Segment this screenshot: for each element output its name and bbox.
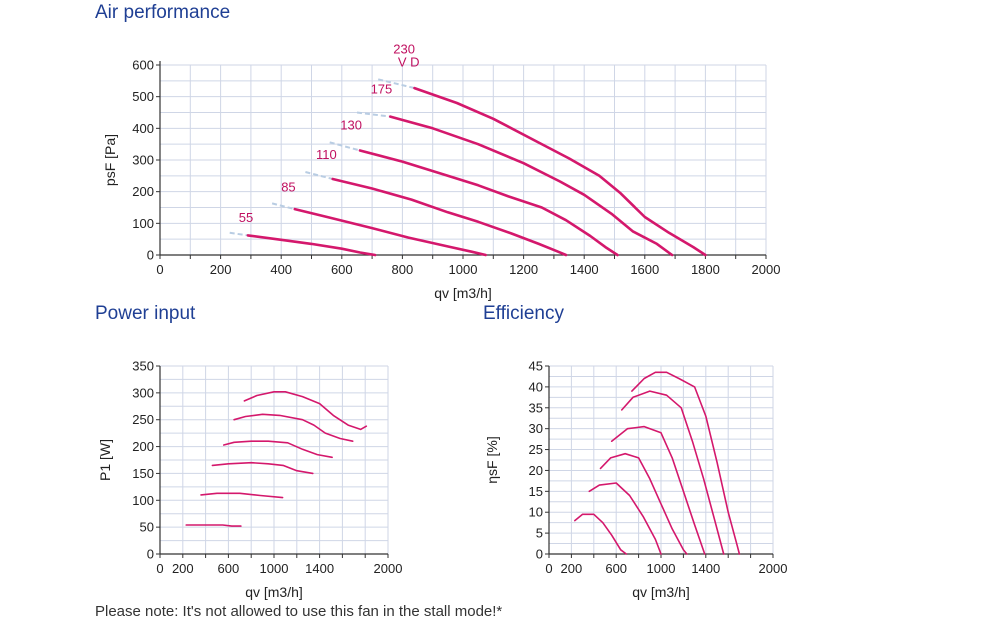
power-input-title: Power input [95,303,196,324]
stall-segment [329,141,361,152]
x-tick-label: 1200 [509,262,538,277]
y-tick-label: 0 [147,248,154,263]
y-tick-label: 200 [132,184,154,199]
curve-110 [599,452,688,555]
curve-label: 85 [281,180,295,195]
curve-55 [246,234,377,257]
air-performance-title: Air performance [95,2,231,23]
stall-segment [305,171,333,180]
x-axis-label: qv [m3/h] [434,285,492,301]
curve-label: 55 [239,210,253,225]
y-tick-label: 600 [132,58,154,73]
y-axis-label: P1 [W] [97,439,113,481]
y-tick-label: 45 [529,359,543,374]
x-tick-label: 600 [218,561,240,576]
stall-segment [271,202,296,211]
x-tick-label: 1000 [449,262,478,277]
curve-110 [331,177,568,257]
power-input-chart: 0 50 100 150 200 250 300 350 0 200 600 1000 1400 2000… [97,359,402,601]
air-performance-chart: 0 100 200 300 400 500 600 0 200 400 600 800 1000 1200… [102,42,780,301]
curve-label: 130 [340,118,362,133]
curve-230 [631,371,741,555]
x-tick-label: 800 [392,262,414,277]
y-tick-label: 500 [132,89,154,104]
x-tick-label: 1600 [630,262,659,277]
y-tick-label: 0 [147,547,154,562]
curve-175 [233,413,354,442]
efficiency-chart: 0 5 10 15 20 25 30 35 40 45 0 200 600 1000 1400 2000 qv … [484,359,787,601]
x-tick-label: 1800 [691,262,720,277]
curve-230 [413,86,707,257]
curve-175 [621,390,725,555]
y-tick-label: 100 [132,493,154,508]
y-tick-label: 0 [536,547,543,562]
y-tick-label: 400 [132,121,154,136]
curve-label: 175 [371,82,393,97]
curve-230 [243,391,368,431]
curve-85 [588,482,662,555]
x-tick-label: 2000 [759,561,788,576]
x-tick-label: 0 [156,262,163,277]
curve-label: 110 [316,147,337,162]
curve-110 [211,461,314,475]
stall-segment [377,78,415,90]
curve-85 [200,492,284,499]
efficiency-title: Efficiency [483,303,564,324]
stall-mode-footnote: Please note: It's not allowed to use thi… [95,603,503,620]
x-tick-label: 2000 [752,262,781,277]
x-axis-label: qv [m3/h] [245,584,303,600]
y-tick-label: 200 [132,439,154,454]
x-tick-label: 1000 [260,561,289,576]
x-tick-label: 1000 [647,561,676,576]
y-tick-label: 150 [132,466,154,481]
x-tick-label: 1400 [691,561,720,576]
y-tick-label: 20 [529,463,543,478]
y-tick-label: 300 [132,153,154,168]
y-tick-label: 250 [132,412,154,427]
y-tick-label: 35 [529,400,543,415]
y-tick-label: 10 [529,505,543,520]
y-tick-label: 350 [132,359,154,374]
y-tick-label: 300 [132,385,154,400]
x-tick-label: 2000 [374,561,403,576]
y-tick-label: 15 [529,484,543,499]
x-tick-label: 0 [156,561,163,576]
curve-85 [293,207,487,257]
x-tick-label: 600 [605,561,627,576]
x-tick-label: 200 [561,561,583,576]
y-axis-label: psF [Pa] [102,134,118,186]
x-tick-label: 1400 [305,561,334,576]
x-tick-label: 1400 [570,262,599,277]
x-tick-label: 200 [172,561,194,576]
x-tick-label: 200 [210,262,232,277]
curve-130 [358,149,619,257]
curve-55 [574,513,628,555]
x-tick-label: 400 [270,262,292,277]
x-tick-label: 0 [545,561,552,576]
stall-segment [356,111,391,118]
y-tick-label: 25 [529,442,543,457]
curve-label: 230 [393,42,415,57]
curve-55 [185,524,242,527]
curve-label: V D [398,55,420,70]
y-tick-label: 30 [529,421,543,436]
y-tick-label: 40 [529,379,543,394]
x-axis-label: qv [m3/h] [632,584,690,600]
y-tick-label: 5 [536,526,543,541]
stall-segment [229,231,249,237]
curve-175 [389,115,674,257]
x-tick-label: 600 [331,262,353,277]
y-tick-label: 50 [140,520,154,535]
y-axis-label: ηsF [%] [484,436,500,483]
curve-130 [223,440,333,459]
curve-130 [610,425,706,555]
y-tick-label: 100 [132,216,154,231]
